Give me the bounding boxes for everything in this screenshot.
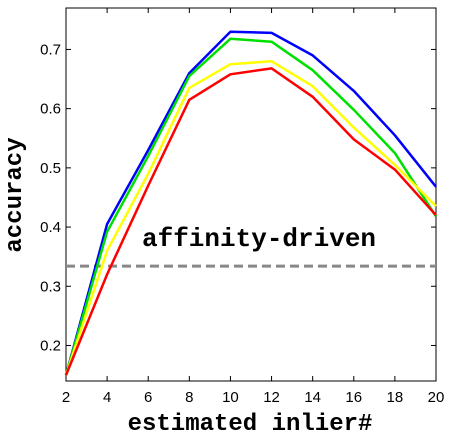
series-line-1 bbox=[64, 30, 437, 376]
x-tick-label: 6 bbox=[144, 389, 152, 406]
series-line-2 bbox=[64, 37, 438, 376]
x-tick-label: 18 bbox=[387, 389, 404, 406]
series-line-4 bbox=[64, 67, 437, 376]
y-tick-label: 0.6 bbox=[40, 101, 61, 118]
y-tick-label: 0.5 bbox=[40, 160, 61, 177]
x-tick-label: 20 bbox=[428, 389, 445, 406]
x-tick-label: 10 bbox=[222, 389, 239, 406]
y-tick-label: 0.4 bbox=[40, 219, 61, 236]
series-line-3 bbox=[64, 60, 437, 376]
x-axis-title: estimated inlier# bbox=[128, 411, 373, 438]
x-tick-label: 2 bbox=[62, 389, 70, 406]
x-tick-label: 12 bbox=[263, 389, 280, 406]
x-tick-label: 14 bbox=[304, 389, 321, 406]
x-tick-label: 4 bbox=[103, 389, 111, 406]
chart-annotation: affinity-driven bbox=[142, 224, 376, 254]
x-tick-label: 8 bbox=[185, 389, 193, 406]
y-axis-title: accuracy bbox=[2, 137, 29, 252]
y-tick-label: 0.3 bbox=[40, 278, 61, 295]
y-tick-label: 0.2 bbox=[40, 337, 61, 354]
x-tick-label: 16 bbox=[345, 389, 362, 406]
y-tick-label: 0.7 bbox=[40, 41, 61, 58]
